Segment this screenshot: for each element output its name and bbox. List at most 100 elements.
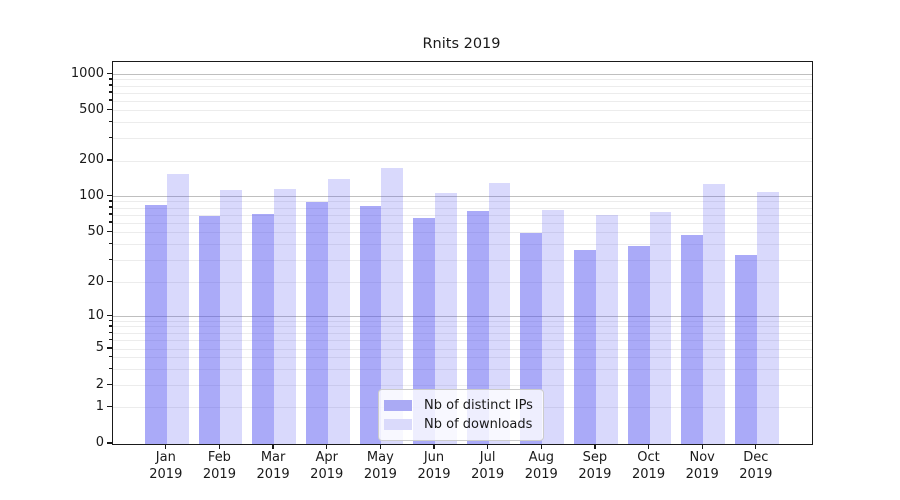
- bar-downloads-mar: [274, 188, 296, 444]
- x-tick-label-jul: Jul 2019: [471, 450, 505, 482]
- y-tick-label: 1000: [70, 65, 104, 81]
- y-minor-tick: [109, 319, 112, 322]
- x-tick: [326, 444, 328, 449]
- x-tick: [379, 444, 381, 449]
- x-tick: [487, 444, 489, 449]
- x-tick: [701, 444, 703, 449]
- y-gridline-minor: [113, 138, 812, 140]
- y-minor-tick: [109, 84, 112, 86]
- y-gridline-minor: [113, 326, 812, 328]
- x-tick: [540, 444, 542, 449]
- y-gridline-major: [113, 316, 812, 317]
- y-gridline-minor: [113, 110, 812, 111]
- y-tick-label: 200: [79, 152, 104, 167]
- y-gridline-minor: [113, 201, 812, 203]
- x-tick: [165, 444, 167, 449]
- bar-distinct-ips-dec: [735, 255, 757, 444]
- y-tick-label: 2: [95, 376, 104, 392]
- y-gridline-minor: [113, 332, 812, 334]
- y-minor-tick: [109, 99, 112, 101]
- x-tick: [755, 444, 757, 449]
- y-tick: [107, 72, 112, 75]
- y-gridline-minor: [113, 282, 812, 283]
- y-tick-label: 100: [79, 187, 104, 203]
- x-tick-label-nov: Nov 2019: [685, 450, 719, 482]
- y-tick: [107, 159, 112, 161]
- y-minor-tick: [109, 137, 112, 139]
- plot-area: [112, 61, 813, 445]
- y-minor-tick: [109, 338, 112, 341]
- y-minor-tick: [109, 213, 112, 215]
- y-gridline-minor: [113, 385, 812, 386]
- y-tick-label: 0: [95, 435, 104, 450]
- y-tick: [107, 194, 112, 197]
- x-tick-label-sep: Sep 2019: [578, 450, 612, 482]
- legend-label-distinct-ips: Nb of distinct IPs: [424, 398, 533, 413]
- y-tick-label: 1: [95, 398, 104, 414]
- y-tick-label: 5: [95, 340, 104, 355]
- y-tick: [107, 442, 112, 444]
- bar-downloads-jan: [166, 174, 189, 444]
- x-tick-label-may: May 2019: [363, 450, 397, 482]
- y-gridline-minor: [113, 259, 812, 261]
- bar-distinct-ips-mar: [252, 214, 275, 444]
- x-tick: [594, 444, 596, 449]
- legend-label-downloads: Nb of downloads: [424, 417, 533, 432]
- y-minor-tick: [109, 331, 112, 333]
- bar-downloads-jun: [435, 193, 457, 444]
- y-gridline-minor: [113, 207, 812, 209]
- bar-downloads-nov: [703, 183, 725, 444]
- bar-downloads-oct: [649, 212, 672, 444]
- y-tick: [107, 230, 112, 233]
- bar-distinct-ips-jan: [145, 204, 167, 444]
- y-gridline-minor: [113, 100, 812, 102]
- legend-swatch-distinct-ips: [384, 400, 412, 411]
- x-tick-label-apr: Apr 2019: [310, 450, 344, 482]
- legend-swatch-downloads: [384, 419, 412, 430]
- y-minor-tick: [109, 367, 112, 369]
- bar-downloads-sep: [595, 215, 618, 444]
- bar-downloads-jul: [488, 183, 511, 444]
- bar-distinct-ips-oct: [627, 246, 650, 444]
- y-minor-tick: [109, 121, 112, 123]
- bar-distinct-ips-sep: [574, 250, 596, 444]
- y-gridline-minor: [113, 320, 812, 322]
- bar-distinct-ips-apr: [305, 201, 328, 444]
- y-gridline-minor: [113, 160, 812, 162]
- y-tick: [107, 108, 112, 111]
- x-tick: [218, 444, 221, 449]
- y-tick: [107, 347, 112, 349]
- y-tick: [107, 314, 112, 317]
- x-tick-label-jan: Jan 2019: [149, 450, 183, 482]
- y-gridline-minor: [113, 232, 812, 233]
- y-gridline-major: [113, 196, 812, 197]
- y-gridline-minor: [113, 79, 812, 81]
- bar-distinct-ips-nov: [681, 234, 704, 444]
- legend-item-distinct-ips: Nb of distinct IPs: [384, 396, 535, 415]
- y-gridline-minor: [113, 357, 812, 359]
- x-tick: [647, 444, 650, 449]
- y-gridline-minor: [113, 222, 812, 224]
- x-tick: [433, 444, 435, 449]
- y-minor-tick: [109, 91, 112, 93]
- y-minor-tick: [109, 243, 112, 245]
- x-tick-label-dec: Dec 2019: [739, 450, 773, 482]
- y-gridline-minor: [113, 339, 812, 341]
- y-tick: [107, 383, 112, 386]
- x-tick-label-oct: Oct 2019: [632, 450, 666, 482]
- bar-downloads-feb: [220, 190, 243, 444]
- chart-title: Rnits 2019: [422, 36, 501, 52]
- y-minor-tick: [109, 206, 112, 208]
- y-gridline-minor: [113, 244, 812, 246]
- y-tick-label: 500: [79, 101, 104, 117]
- y-minor-tick: [109, 221, 112, 223]
- legend: Nb of distinct IPs Nb of downloads: [378, 389, 544, 441]
- x-tick-label-mar: Mar 2019: [256, 450, 290, 482]
- y-gridline-minor: [113, 122, 812, 124]
- bar-downloads-apr: [327, 179, 350, 444]
- y-gridline-minor: [113, 348, 812, 350]
- y-tick-label: 20: [87, 273, 104, 289]
- x-tick-label-aug: Aug 2019: [524, 450, 558, 482]
- bar-downloads-may: [381, 168, 404, 444]
- y-gridline-major: [113, 74, 812, 75]
